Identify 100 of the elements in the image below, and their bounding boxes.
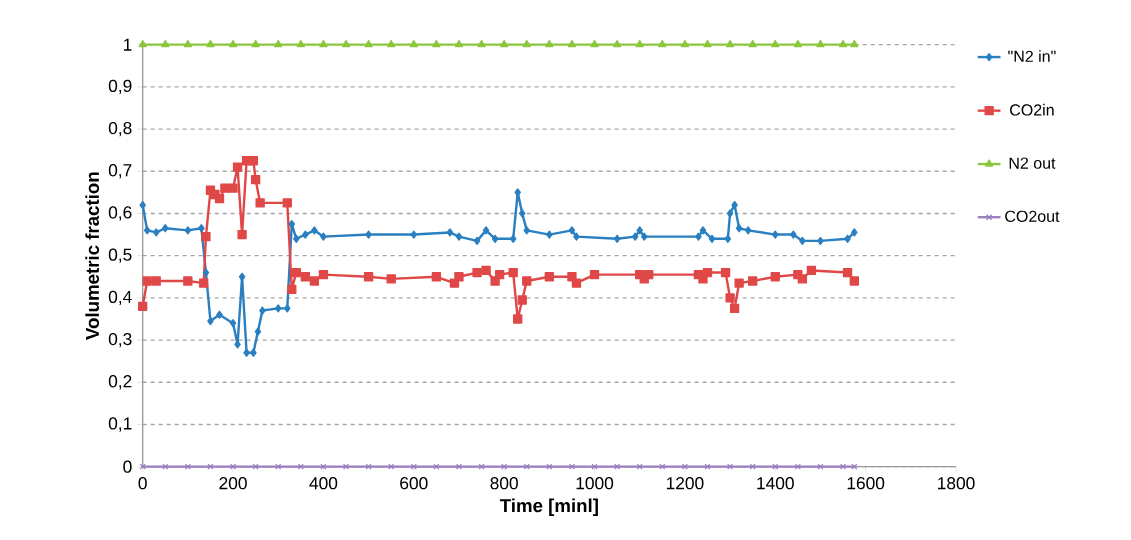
point — [478, 463, 485, 470]
point — [410, 463, 417, 470]
point — [771, 40, 780, 48]
point — [842, 267, 853, 278]
point — [275, 463, 282, 470]
point — [216, 310, 223, 319]
point — [508, 267, 518, 278]
point — [410, 230, 418, 239]
point — [220, 183, 230, 193]
point — [501, 463, 508, 470]
point — [770, 272, 780, 282]
point — [228, 40, 238, 48]
x-tick-label: 200 — [219, 477, 247, 490]
point — [681, 463, 689, 470]
point — [838, 40, 848, 48]
point — [454, 272, 464, 282]
point — [544, 272, 555, 282]
point — [644, 269, 654, 280]
point — [254, 327, 262, 336]
x-tick-label: 1400 — [757, 477, 794, 490]
point — [844, 234, 851, 243]
point — [613, 234, 621, 243]
point — [702, 267, 713, 278]
point — [797, 274, 808, 284]
point — [850, 40, 859, 48]
point — [817, 236, 824, 246]
point — [748, 40, 757, 48]
point — [432, 40, 441, 48]
point — [772, 463, 779, 470]
point — [297, 463, 304, 470]
point — [816, 40, 825, 48]
point — [731, 200, 738, 210]
y-tick-label: 0,3 — [108, 332, 132, 348]
point — [138, 301, 148, 311]
legend-label: "N2 in" — [1008, 50, 1056, 62]
point — [729, 303, 740, 314]
point — [724, 234, 732, 243]
point — [522, 40, 531, 48]
point — [514, 188, 521, 197]
point — [455, 232, 463, 241]
point — [234, 340, 241, 349]
point — [152, 228, 160, 237]
point — [259, 306, 266, 315]
point — [162, 463, 169, 470]
point — [509, 234, 517, 243]
point — [311, 226, 318, 235]
point — [293, 234, 300, 243]
point — [726, 463, 734, 470]
point — [201, 232, 211, 242]
point — [161, 224, 169, 233]
point — [849, 276, 860, 286]
point — [568, 463, 576, 470]
point — [482, 226, 490, 235]
point — [500, 40, 509, 48]
y-tick-label: 0 — [123, 460, 132, 473]
point — [735, 224, 743, 233]
point — [590, 40, 599, 48]
point — [658, 40, 667, 48]
point — [472, 267, 482, 278]
point — [720, 267, 731, 278]
y-tick-label: 0,9 — [108, 79, 132, 95]
point — [143, 226, 151, 235]
point — [546, 230, 553, 239]
point — [214, 194, 225, 204]
point — [250, 348, 257, 357]
point — [232, 162, 243, 172]
point — [238, 272, 246, 281]
x-tick-label: 1200 — [666, 477, 704, 490]
point — [365, 230, 372, 239]
y-tick-label: 0,4 — [108, 290, 132, 306]
point — [817, 463, 824, 470]
x-tick-label: 600 — [400, 477, 428, 490]
point — [206, 40, 215, 48]
point — [284, 304, 291, 313]
point — [184, 226, 192, 235]
point — [228, 183, 238, 193]
point — [734, 278, 744, 288]
point — [491, 234, 499, 243]
point — [363, 272, 374, 282]
point — [513, 314, 523, 324]
point — [614, 463, 621, 470]
point — [243, 348, 250, 357]
point — [744, 226, 752, 235]
legend-label: CO2in — [1010, 103, 1054, 116]
point — [725, 40, 735, 48]
y-tick-label: 1 — [123, 38, 132, 51]
y-tick-label: 0,1 — [108, 417, 132, 432]
point — [300, 272, 311, 282]
point — [388, 463, 395, 470]
point — [274, 40, 283, 48]
point — [250, 175, 261, 185]
point — [142, 276, 152, 286]
y-tick-label: 0,7 — [108, 164, 132, 179]
point — [473, 236, 481, 246]
point — [481, 265, 491, 276]
point — [274, 304, 282, 313]
point — [409, 40, 418, 48]
point — [612, 40, 622, 48]
point — [640, 232, 648, 241]
point — [198, 224, 205, 233]
